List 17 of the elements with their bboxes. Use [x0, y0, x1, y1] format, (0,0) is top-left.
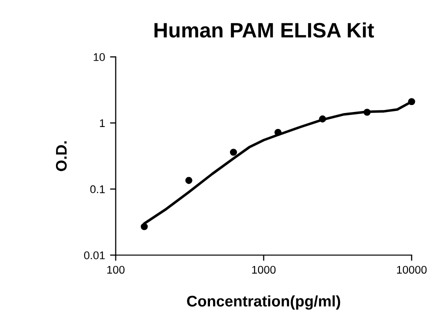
point [185, 176, 192, 184]
y-tick-label: 0.01 [84, 251, 105, 260]
point [274, 128, 282, 136]
y-axis-title: O.D. [56, 141, 67, 172]
point [408, 98, 416, 106]
x-tick-label: 1000 [252, 266, 276, 274]
y-tick-label: 1 [100, 119, 105, 127]
point [140, 223, 148, 230]
y-tick-label: 10 [94, 53, 105, 62]
y-tick-label: 0.1 [90, 185, 105, 194]
chart-title: Human PAM ELISA Kit [154, 22, 374, 38]
x-axis-title: Concentration(pg/ml) [187, 295, 340, 310]
x-tick-label: 100 [107, 266, 125, 274]
point [364, 108, 371, 116]
x-tick-label: 10000 [397, 266, 427, 274]
point [230, 148, 237, 156]
point [319, 115, 326, 122]
